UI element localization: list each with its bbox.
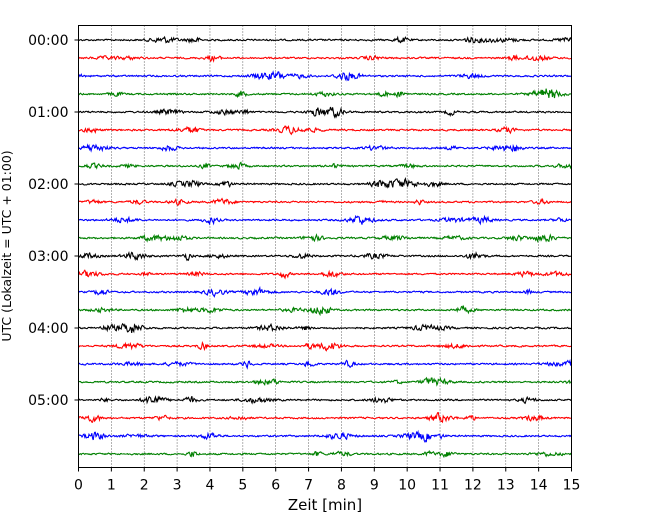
x-tick-label: 4 <box>206 478 215 494</box>
x-axis-ticks: 0 1 2 3 4 5 6 7 8 9 10 11 12 13 14 15 <box>74 467 581 494</box>
seismogram-trace <box>78 269 572 280</box>
seismogram-trace <box>78 285 572 298</box>
seismogram-trace <box>78 358 572 370</box>
seismogram-trace <box>78 322 572 334</box>
x-tick-label: 11 <box>431 478 449 494</box>
seismogram-trace <box>78 233 572 243</box>
y-tick-label: 04:00 <box>28 321 68 337</box>
seismogram-trace <box>78 214 572 226</box>
x-tick-label: 0 <box>74 478 83 494</box>
seismogram-trace <box>78 429 572 444</box>
x-tick-label: 9 <box>370 478 379 494</box>
seismogram-trace <box>78 35 572 44</box>
seismogram-trace <box>78 250 572 262</box>
seismogram-trace <box>78 395 572 405</box>
seismogram-trace <box>78 449 572 459</box>
seismogram-trace <box>78 53 572 63</box>
y-tick-label: 03:00 <box>28 249 68 265</box>
y-tick-label: 02:00 <box>28 177 68 193</box>
y-tick-label: 00:00 <box>28 33 68 49</box>
x-tick-label: 10 <box>398 478 416 494</box>
x-tick-label: 8 <box>337 478 346 494</box>
seismogram-trace <box>78 161 572 170</box>
x-tick-label: 13 <box>497 478 515 494</box>
seismogram-trace <box>78 197 572 206</box>
seismogram-trace <box>77 412 572 424</box>
seismogram-trace <box>78 125 572 136</box>
seismogram-trace <box>78 88 572 99</box>
seismogram-traces <box>77 35 572 459</box>
x-tick-label: 1 <box>107 478 116 494</box>
seismogram-trace <box>78 341 572 352</box>
plot-frame <box>78 25 572 468</box>
y-axis-label: UTC (Lokalzeit = UTC + 01:00) <box>0 150 14 341</box>
seismogram-trace <box>78 143 572 153</box>
seismogram-trace <box>78 304 572 317</box>
x-tick-label: 3 <box>173 478 182 494</box>
x-axis-label: Zeit [min] <box>288 496 362 514</box>
x-tick-label: 12 <box>464 478 482 494</box>
x-tick-label: 15 <box>563 478 581 494</box>
x-tick-label: 6 <box>271 478 280 494</box>
y-tick-label: 05:00 <box>28 393 68 409</box>
vertical-gridlines <box>111 25 539 468</box>
seismogram-trace <box>78 70 572 82</box>
y-axis-ticks: 00:00 01:00 02:00 03:00 04:00 05:00 <box>28 33 79 409</box>
x-tick-label: 2 <box>140 478 149 494</box>
seismogram-trace <box>78 176 572 189</box>
x-tick-label: 5 <box>238 478 247 494</box>
x-tick-label: 14 <box>530 478 548 494</box>
seismogram-trace <box>78 376 572 387</box>
y-tick-label: 01:00 <box>28 105 68 121</box>
x-tick-label: 7 <box>304 478 313 494</box>
seismogram-trace <box>78 106 572 119</box>
